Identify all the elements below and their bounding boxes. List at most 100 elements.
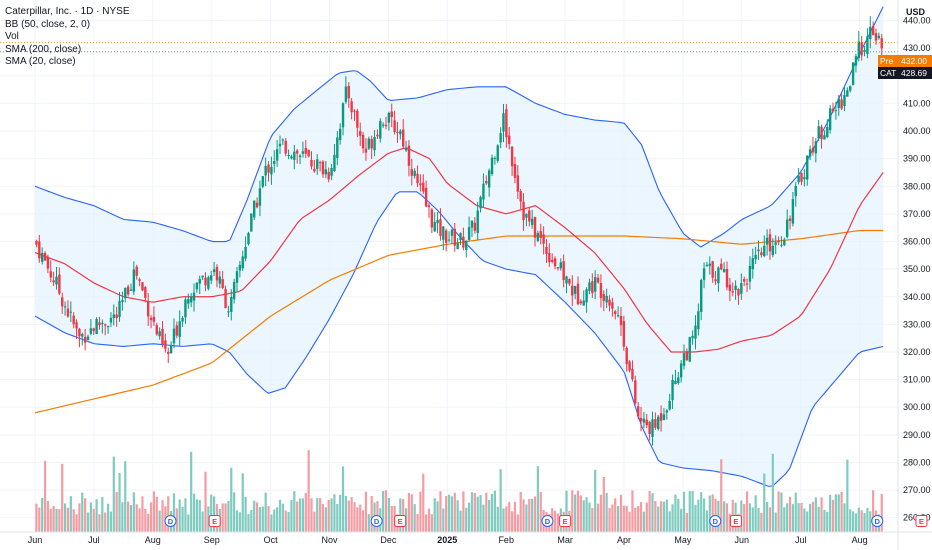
candle-body: [465, 240, 468, 251]
volume-bar: [138, 508, 141, 532]
candle-body: [126, 286, 130, 295]
volume-bar: [129, 504, 133, 532]
candle-body: [124, 287, 127, 299]
volume-bar: [622, 505, 625, 532]
candle-body: [304, 147, 307, 154]
volume-bar: [860, 510, 863, 532]
volume-bar: [298, 498, 302, 532]
volume-bar: [361, 510, 365, 532]
volume-bar: [708, 495, 711, 532]
candle-body: [235, 271, 239, 283]
volume-bar: [147, 513, 150, 532]
volume-bar: [476, 496, 479, 532]
time-tick-label: Oct: [264, 535, 279, 545]
candle-body: [35, 241, 38, 245]
volume-bar: [493, 490, 496, 532]
candle-body: [253, 200, 256, 218]
candle-body: [201, 275, 204, 278]
volume-bar: [330, 498, 333, 532]
volume-bar: [763, 473, 766, 532]
volume-bar: [794, 492, 797, 532]
candle-body: [817, 126, 820, 139]
volume-bar: [86, 512, 90, 532]
volume-bar: [582, 500, 585, 532]
volume-bar: [614, 498, 617, 532]
volume-bar: [662, 501, 666, 532]
candle-body: [742, 278, 746, 282]
volume-bar: [780, 492, 783, 532]
candle-body: [522, 201, 525, 221]
earnings-marker: [729, 515, 742, 527]
candle-body: [860, 41, 863, 56]
volume-bar: [106, 503, 110, 532]
candles: [35, 16, 883, 446]
volume-bar: [267, 506, 270, 532]
volume-bar: [456, 500, 459, 532]
event-marker-label: E: [919, 517, 924, 526]
volume-bar: [270, 514, 273, 532]
volume-bar: [201, 511, 204, 532]
candle-body: [167, 351, 170, 354]
volume-bar: [820, 497, 823, 532]
price-tick-label: 350.00: [903, 264, 931, 274]
candle-body: [407, 145, 411, 166]
dividend-marker: [709, 515, 722, 527]
candle-body: [708, 263, 712, 266]
volume-bar: [499, 469, 502, 532]
volume-bar: [783, 507, 786, 532]
volume-bar: [639, 501, 643, 532]
candle-body: [651, 419, 654, 437]
indicator-vol: Vol: [5, 31, 19, 42]
volume-bar: [281, 503, 284, 532]
candle-body: [46, 256, 50, 269]
volume-bar: [61, 463, 64, 532]
candle-body: [284, 140, 287, 154]
candle-body: [711, 261, 714, 278]
candle-body: [224, 288, 227, 309]
candle-body: [301, 151, 305, 154]
volume-bar: [751, 507, 754, 532]
candle-body: [625, 347, 628, 365]
volume-bar: [743, 504, 746, 532]
volume-bar: [359, 504, 362, 532]
candle-body: [227, 311, 230, 313]
volume-bar: [754, 495, 757, 532]
candle-body: [453, 228, 456, 246]
volume-bar: [594, 469, 597, 532]
candle-body: [135, 266, 138, 276]
indicator-sma20: SMA (20, close): [5, 56, 76, 67]
time-tick-label: Jun: [735, 535, 750, 545]
volume-bar: [124, 461, 127, 532]
volume-bar: [235, 510, 239, 532]
volume-bar: [84, 498, 87, 532]
volume-bar: [863, 513, 866, 532]
candle-body: [353, 110, 356, 112]
volume-bar: [510, 511, 514, 532]
volume-bar: [149, 502, 153, 532]
volume-bar: [313, 511, 316, 532]
candle-body: [439, 219, 442, 236]
volume-bar: [101, 496, 104, 532]
event-marker-label: E: [398, 517, 403, 526]
volume-bar: [817, 506, 820, 532]
candle-body: [456, 242, 459, 250]
time-axis: Jun Jul Aug Sep Oct Nov Dec 2025 Feb Mar Apr May Jun…: [28, 535, 868, 545]
volume-bar: [619, 494, 623, 532]
candle-body: [785, 219, 789, 237]
volume-bar: [293, 491, 296, 532]
candle-body: [843, 95, 846, 107]
candle-body: [287, 154, 290, 156]
earnings-marker: [208, 515, 221, 527]
volume-bar: [788, 496, 792, 532]
last-price-tag-value-bg: [898, 67, 932, 79]
time-tick-label: Feb: [498, 535, 514, 545]
price-tick-label: 280.00: [903, 457, 931, 467]
time-tick-label: May: [674, 535, 692, 545]
volume-bar: [531, 498, 534, 532]
volume-bar: [447, 494, 451, 532]
candle-body: [542, 234, 545, 244]
candle-body: [149, 317, 153, 321]
price-tick-label: 390.00: [903, 154, 931, 164]
candle-body: [270, 166, 273, 175]
